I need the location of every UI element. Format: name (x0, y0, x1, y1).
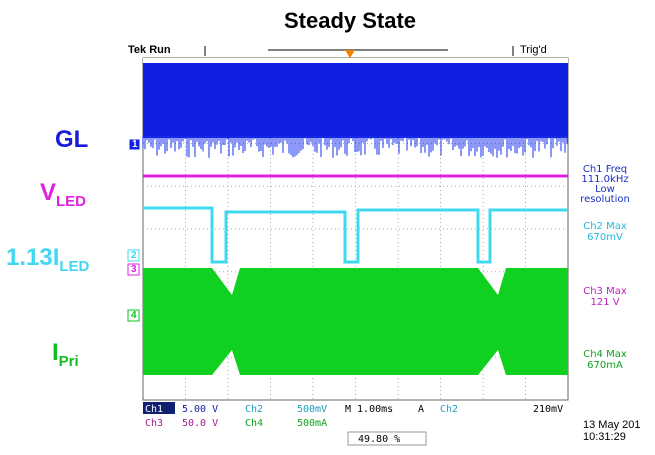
measurement: 111.0kHz (581, 174, 628, 185)
label-ipri: IPri (52, 339, 79, 370)
channel-marker: 2 (131, 250, 137, 261)
ch1-top (143, 58, 568, 63)
measurement: Ch3 Max (583, 286, 627, 297)
ch1-badge (143, 402, 175, 414)
readout: Ch3 (145, 418, 163, 429)
ch1-trace (143, 63, 568, 138)
readout: 50.0 V (182, 418, 218, 429)
readout: 500mV (297, 404, 327, 415)
measurement: 670mV (587, 232, 623, 243)
readout: Ch2 (245, 404, 263, 415)
channel-marker: 4 (131, 310, 137, 321)
status: Tek Run (128, 44, 171, 56)
ch4-trace (143, 268, 568, 375)
channel-marker: 1 (132, 139, 138, 150)
marker-box (128, 138, 141, 151)
readout: A (418, 404, 424, 415)
readout: 210mV (533, 404, 563, 415)
marker-box (127, 263, 140, 276)
marker-box (127, 249, 140, 262)
date: 13 May 201 (583, 419, 640, 431)
label-gl: GL (55, 126, 88, 153)
measurement: Ch1 Freq (583, 164, 627, 175)
trigger-pos-box (347, 431, 427, 446)
readout: M 1.00ms (345, 404, 393, 415)
readout: Ch1 (145, 404, 163, 415)
time: 10:31:29 (583, 431, 626, 443)
trigger: Trig'd (520, 44, 547, 56)
marker-box (127, 309, 140, 322)
measurement: resolution (580, 194, 630, 205)
readout: Ch2 (440, 404, 458, 415)
ch2-trace (143, 206, 568, 264)
readout: Ch4 (245, 418, 263, 429)
measurement: Ch4 Max (583, 349, 627, 360)
measurement: Low (595, 184, 615, 195)
readout: 5.00 V (182, 404, 218, 415)
measurement: Ch2 Max (583, 221, 627, 232)
measurement: 121 V (590, 297, 619, 308)
readout: 500mA (297, 418, 327, 429)
trigger-position: 49.80 % (358, 434, 400, 445)
title: Steady State (284, 8, 416, 33)
label-iled: 1.13ILED (6, 244, 90, 275)
trigger-marker (345, 50, 355, 58)
channel-marker: 3 (131, 264, 137, 275)
label-vled: VLED (40, 179, 86, 210)
measurement: 670mA (587, 360, 623, 371)
